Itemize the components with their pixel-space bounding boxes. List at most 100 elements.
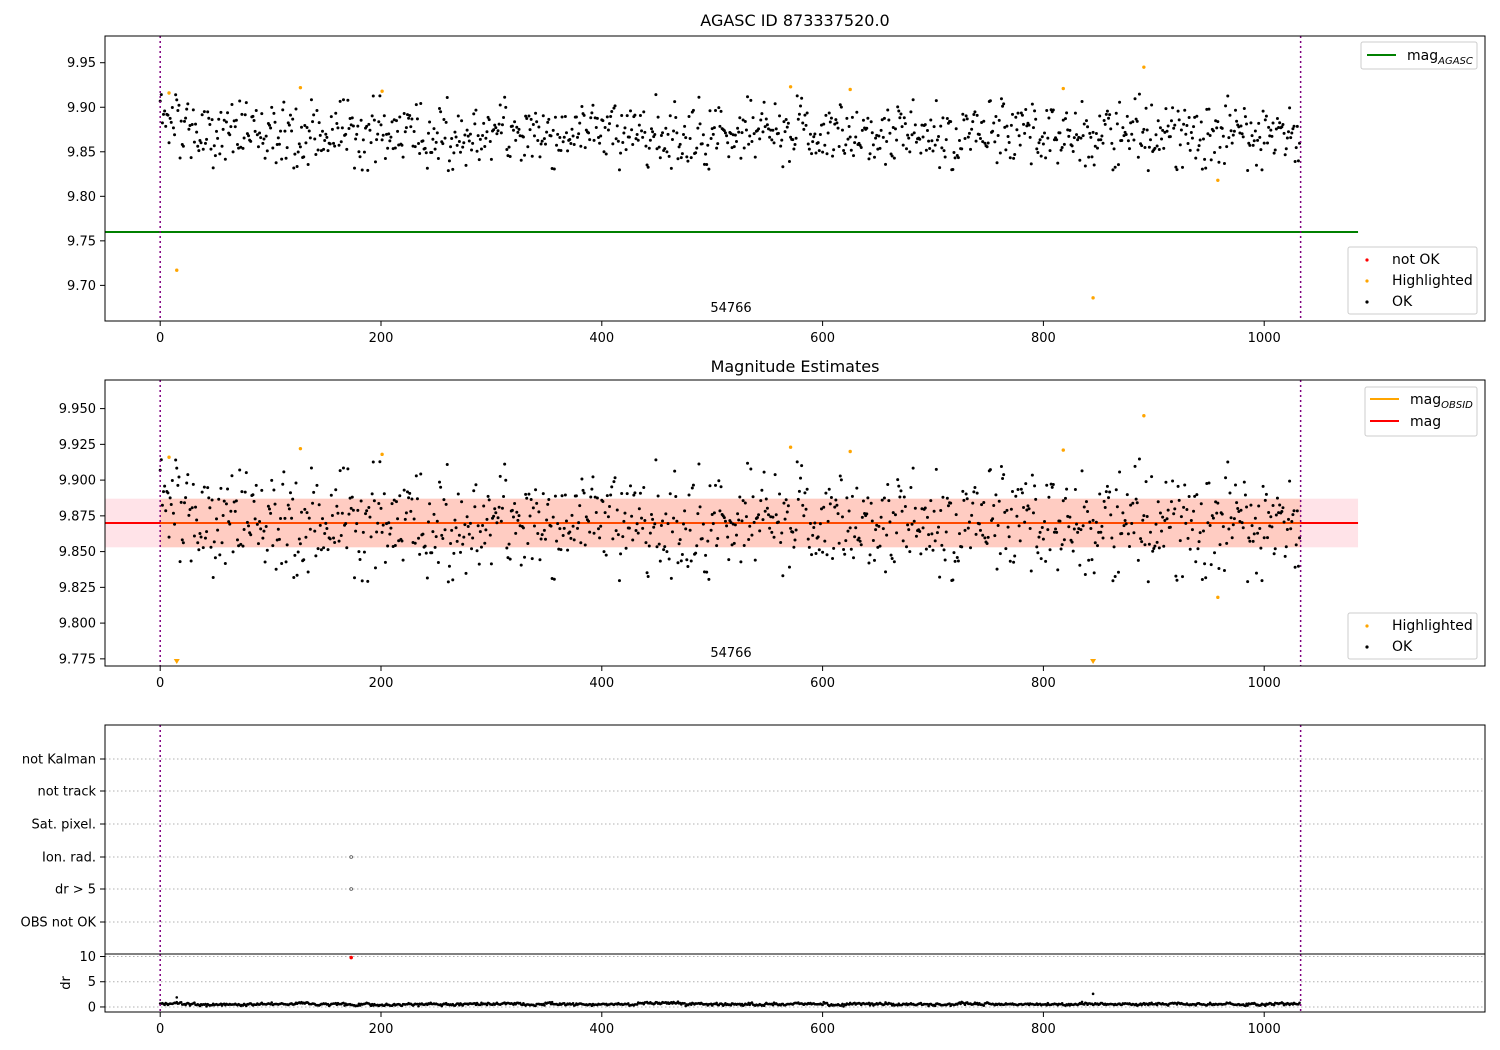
dr-point — [948, 1002, 951, 1005]
ok-point — [541, 114, 545, 118]
ok-point — [1171, 479, 1175, 483]
ok-point — [1103, 506, 1107, 510]
ok-point — [869, 120, 873, 124]
ok-point — [675, 131, 679, 135]
ok-point — [1088, 131, 1092, 135]
ok-point — [654, 93, 658, 97]
ok-point — [748, 524, 752, 528]
ok-point — [298, 145, 302, 149]
ok-point — [914, 140, 918, 144]
ok-point — [673, 100, 677, 104]
ok-point — [617, 168, 621, 172]
ok-point — [404, 126, 408, 130]
ok-point — [610, 110, 614, 114]
ok-point — [484, 136, 488, 140]
ok-point — [485, 517, 489, 521]
ok-point — [734, 140, 738, 144]
ok-point — [870, 131, 874, 135]
ok-point — [780, 531, 784, 535]
x-tick-label: 1000 — [1248, 331, 1281, 346]
ok-point — [435, 131, 439, 135]
panel-1-obsid-label: 54766 — [710, 301, 751, 316]
ok-point — [1236, 507, 1240, 511]
y-tick-label: 9.825 — [59, 581, 96, 596]
ok-point — [475, 549, 479, 553]
ok-point — [468, 132, 472, 136]
ok-point — [1116, 570, 1120, 574]
ok-point — [282, 100, 286, 104]
ok-point — [259, 136, 263, 140]
ok-point — [811, 140, 815, 144]
ok-point — [174, 458, 178, 462]
ok-point — [553, 494, 557, 498]
ok-point — [1097, 530, 1101, 534]
ok-point — [222, 499, 226, 503]
ok-point — [925, 515, 929, 519]
ok-point — [663, 147, 667, 151]
ok-point — [729, 520, 733, 524]
ok-point — [171, 126, 175, 130]
ok-point — [1062, 142, 1066, 146]
ok-point — [1098, 492, 1102, 496]
ok-point — [1218, 543, 1222, 547]
ok-point — [560, 115, 564, 119]
ok-point — [996, 134, 1000, 138]
ok-point — [893, 513, 897, 517]
dr-point — [867, 1001, 871, 1005]
ok-point — [222, 118, 226, 122]
ok-point — [1249, 503, 1253, 507]
ok-point — [441, 142, 445, 146]
ok-point — [1211, 516, 1215, 520]
ok-point — [1046, 136, 1050, 140]
ok-point — [182, 501, 186, 505]
ok-point — [634, 528, 638, 532]
ok-point — [239, 542, 243, 546]
ok-point — [584, 515, 588, 519]
highlighted-point — [788, 85, 793, 89]
ok-point — [457, 533, 461, 537]
ok-point — [1171, 106, 1175, 110]
ok-point — [273, 120, 277, 124]
ok-point — [843, 151, 847, 155]
dr-point — [205, 1005, 208, 1008]
ok-point — [211, 576, 215, 580]
dr-point — [933, 1004, 937, 1008]
ok-point — [1081, 524, 1085, 528]
ok-point — [167, 535, 171, 539]
ok-point — [1128, 544, 1132, 548]
ok-point — [755, 515, 759, 519]
ok-point — [1192, 125, 1196, 129]
ok-point — [784, 117, 788, 121]
ok-point — [910, 133, 914, 137]
dr-point — [534, 1004, 537, 1008]
x-tick-label: 800 — [1031, 676, 1056, 691]
ok-point — [975, 113, 979, 117]
ok-point — [1229, 129, 1233, 133]
ok-point — [1173, 507, 1177, 511]
ok-point — [313, 529, 317, 533]
ok-point — [478, 137, 482, 141]
ok-point — [1181, 165, 1185, 169]
ok-point — [801, 503, 805, 507]
ok-point — [998, 151, 1002, 155]
ok-point — [848, 526, 852, 530]
ok-point — [377, 501, 381, 505]
ok-point — [471, 536, 475, 540]
ok-point — [616, 533, 620, 537]
ok-point — [443, 528, 447, 532]
ok-point — [547, 117, 551, 121]
ok-point — [245, 132, 249, 136]
ok-point — [163, 109, 167, 113]
ok-point — [282, 470, 286, 474]
ok-point — [414, 103, 418, 107]
ok-point — [534, 111, 538, 115]
ok-point — [1039, 557, 1043, 561]
ok-point — [861, 118, 865, 122]
ok-point — [1016, 111, 1020, 115]
ok-point — [1225, 145, 1229, 149]
ok-point — [220, 144, 224, 148]
ok-point — [203, 536, 207, 540]
ok-point — [836, 126, 840, 130]
ok-point — [527, 114, 531, 118]
